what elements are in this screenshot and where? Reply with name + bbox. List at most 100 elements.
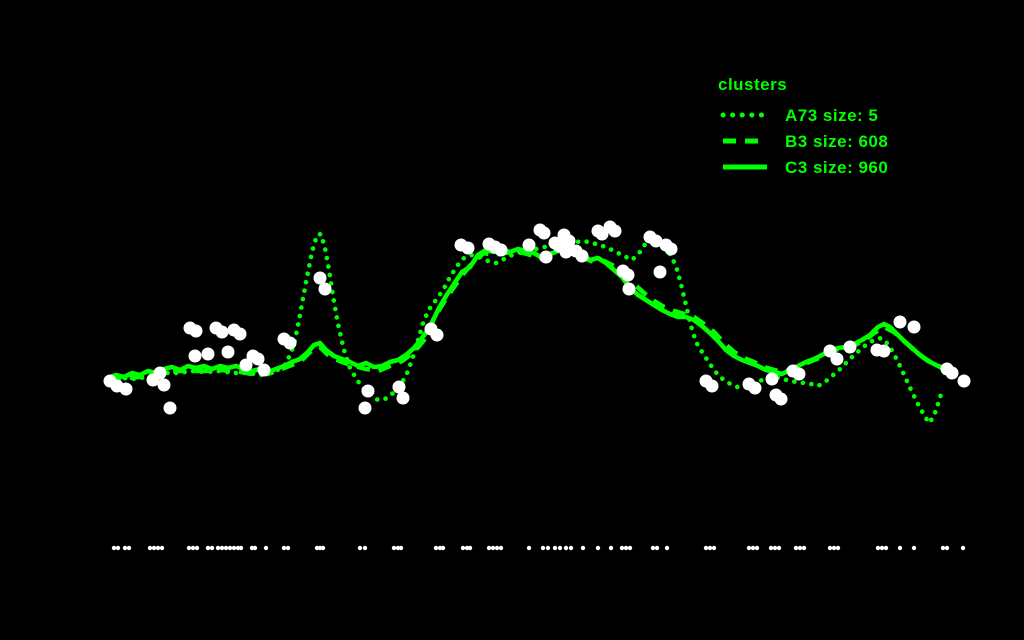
scatter-point [361, 384, 375, 398]
scatter-point [649, 234, 663, 248]
scatter-point [188, 349, 202, 363]
scatter-point [907, 320, 921, 334]
rug-tick [155, 545, 161, 551]
scatter-point [705, 379, 719, 393]
legend-item-label: A73 size: 5 [785, 105, 879, 125]
rug-tick [467, 545, 473, 551]
rug-tick [122, 545, 128, 551]
scatter-point [765, 372, 779, 386]
rug-tick [391, 545, 397, 551]
rug-tick [801, 545, 807, 551]
scatter-point [430, 328, 444, 342]
rug-tick [754, 545, 760, 551]
rug-tick [623, 545, 629, 551]
rug-tick [883, 545, 889, 551]
rug-tick [827, 545, 833, 551]
series-line-B3 [107, 248, 942, 384]
scatter-point [163, 401, 177, 415]
rug-tick [219, 545, 225, 551]
rug-tick [540, 545, 546, 551]
rug-tick [793, 545, 799, 551]
scatter-point [877, 344, 891, 358]
scatter-point [239, 358, 253, 372]
rug-tick [490, 545, 496, 551]
scatter-point [843, 340, 857, 354]
rug-tick [223, 545, 229, 551]
rug-tick [231, 545, 237, 551]
rug-tick [440, 545, 446, 551]
rug-tick [215, 545, 221, 551]
legend-title: clusters [718, 75, 788, 94]
solid-line-key-icon [723, 164, 767, 170]
rug-tick [252, 545, 258, 551]
series-line-A73 [105, 231, 944, 426]
rug-tick [835, 545, 841, 551]
series-line-C3 [107, 246, 944, 381]
rug-tick [151, 545, 157, 551]
scatter-point [537, 226, 551, 240]
rug-tick [159, 545, 165, 551]
legend-item-b3: B3 size: 608 [720, 128, 888, 154]
scatter-point [358, 401, 372, 415]
rug-tick [147, 545, 153, 551]
rug-tick [711, 545, 717, 551]
dashed-line-key-icon [723, 138, 767, 144]
rug-tick [608, 545, 614, 551]
scatter-point [189, 324, 203, 338]
scatter-point [392, 380, 406, 394]
rug-tick [557, 545, 563, 551]
scatter-point [201, 347, 215, 361]
rug-tick [650, 545, 656, 551]
scatter-point [653, 265, 667, 279]
rug-tick [320, 545, 326, 551]
rug-tick [595, 545, 601, 551]
scatter-point [622, 282, 636, 296]
rug-tick [750, 545, 756, 551]
scatter-point [494, 243, 508, 257]
scatter-point [233, 327, 247, 341]
scatter-point [318, 282, 332, 296]
rug-tick [875, 545, 881, 551]
scatter-point [522, 238, 536, 252]
scatter-point [119, 382, 133, 396]
dotted-line-key-icon [720, 112, 770, 118]
rug-tick [552, 545, 558, 551]
scatter-point [893, 315, 907, 329]
rug-tick [768, 545, 774, 551]
scatter-point [257, 363, 271, 377]
rug-tick [227, 545, 233, 551]
scatter-point [608, 224, 622, 238]
rug-tick [115, 545, 121, 551]
rug-tick [911, 545, 917, 551]
scatter-point [153, 366, 167, 380]
scatter-point [221, 345, 235, 359]
rug-tick [526, 545, 532, 551]
legend-item-c3: C3 size: 960 [720, 154, 888, 180]
scatter-point [957, 374, 971, 388]
scatter-point [774, 392, 788, 406]
rug-tick [563, 545, 569, 551]
scatter-point [215, 325, 229, 339]
rug-tick [772, 545, 778, 551]
rug-tick [194, 545, 200, 551]
rug-tick [960, 545, 966, 551]
rug-tick [746, 545, 752, 551]
rug-tick [285, 545, 291, 551]
rug-tick [664, 545, 670, 551]
rug-tick [494, 545, 500, 551]
rug-tick [281, 545, 287, 551]
rug-tick [460, 545, 466, 551]
rug-tick [186, 545, 192, 551]
rug-tick [362, 545, 368, 551]
scatter-point [830, 352, 844, 366]
rug-tick [205, 545, 211, 551]
rug-tick [654, 545, 660, 551]
rug-tick [433, 545, 439, 551]
scatter-point [945, 366, 959, 380]
scatter-point [792, 367, 806, 381]
rug-tick [707, 545, 713, 551]
rug-tick [797, 545, 803, 551]
legend: clusters A73 size: 5 B3 size: 608 C3 siz… [716, 76, 888, 180]
